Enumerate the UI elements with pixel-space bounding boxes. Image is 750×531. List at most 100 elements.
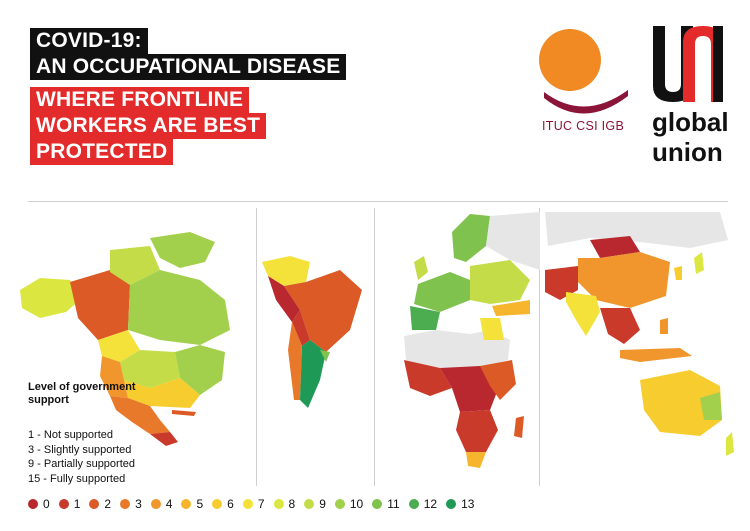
central-america xyxy=(150,432,178,446)
scale-dot-icon xyxy=(89,499,100,509)
canada-east xyxy=(128,270,230,345)
subtitle-line-2: WORKERS ARE BEST xyxy=(30,113,267,139)
scale-dot-icon xyxy=(28,499,38,509)
title-block: COVID-19: AN OCCUPATIONAL DISEASE WHERE … xyxy=(30,28,347,165)
cuba xyxy=(172,410,196,416)
panel-divider-3 xyxy=(539,208,540,486)
title-line-2: AN OCCUPATIONAL DISEASE xyxy=(30,54,347,80)
panel-divider-1 xyxy=(256,208,257,486)
usa-southwest xyxy=(100,356,128,398)
scale-dot-icon xyxy=(181,499,192,509)
scale-dot-icon xyxy=(58,499,69,509)
eastern-europe xyxy=(470,260,530,304)
peru xyxy=(268,276,300,322)
scale-item-9: 9 xyxy=(304,497,326,511)
alaska xyxy=(20,278,80,318)
scale-dot-icon xyxy=(446,499,457,509)
scale-item-12: 12 xyxy=(408,497,438,511)
iberia xyxy=(410,306,440,330)
scale-item-2: 2 xyxy=(89,497,111,511)
scale-item-11: 11 xyxy=(372,497,400,511)
greenland xyxy=(150,232,215,268)
southeast-asia xyxy=(600,308,640,344)
usa-northwest xyxy=(98,330,140,362)
scandinavia xyxy=(452,214,490,262)
mongolia xyxy=(590,236,640,258)
argentina xyxy=(300,340,326,408)
scale-label: 4 xyxy=(165,497,173,511)
legend-title: Level of government support xyxy=(28,381,136,406)
india xyxy=(566,292,600,336)
scale-dot-icon xyxy=(242,499,253,509)
scale-label: 11 xyxy=(387,497,400,511)
korea xyxy=(674,266,682,280)
legend-item: 9 - Partially supported xyxy=(28,458,135,470)
scale-dot-icon xyxy=(120,499,131,509)
scale-item-0: 0 xyxy=(28,497,50,511)
egypt xyxy=(480,318,504,340)
scale-label: 10 xyxy=(349,497,364,511)
canada-north xyxy=(110,246,160,285)
scale-dot-icon xyxy=(304,499,315,509)
scale-label: 5 xyxy=(196,497,204,511)
title-line-1: COVID-19: xyxy=(30,28,148,54)
subtitle-line-3: PROTECTED xyxy=(30,139,174,165)
west-africa xyxy=(404,360,452,396)
canada-west xyxy=(70,270,130,340)
ituc-sun-icon xyxy=(539,29,601,91)
scale-item-3: 3 xyxy=(120,497,142,511)
map-asia-oceania xyxy=(545,212,734,456)
japan xyxy=(694,252,704,274)
uni-word-2: union xyxy=(652,137,723,167)
panel-divider-2 xyxy=(374,208,375,486)
uruguay xyxy=(320,350,330,362)
indonesia xyxy=(620,348,692,362)
divider-line xyxy=(28,201,728,202)
scale-item-4: 4 xyxy=(150,497,173,511)
scale-label: 2 xyxy=(104,497,112,511)
bolivia xyxy=(292,310,310,346)
color-scale: 0 1 2 3 4 5 6 7 8 9 10 11 12 13 xyxy=(28,497,483,511)
russia-east xyxy=(545,212,728,248)
scale-item-6: 6 xyxy=(212,497,234,511)
new-zealand xyxy=(726,432,734,456)
scale-label: 13 xyxy=(461,497,475,511)
usa-south xyxy=(124,378,200,408)
scale-label: 3 xyxy=(135,497,142,511)
map-europe-africa xyxy=(404,212,540,468)
scale-item-10: 10 xyxy=(334,497,364,511)
scale-label: 0 xyxy=(43,497,50,511)
scale-label: 1 xyxy=(73,497,81,511)
map-north-america xyxy=(20,232,230,446)
colombia-venezuela xyxy=(262,256,310,286)
scale-item-13: 13 xyxy=(446,497,474,511)
south-africa xyxy=(466,452,486,468)
scale-label: 12 xyxy=(423,497,438,511)
scale-dot-icon xyxy=(334,499,345,509)
scale-item-1: 1 xyxy=(58,497,81,511)
scale-label: 9 xyxy=(319,497,326,511)
philippines xyxy=(660,318,668,334)
scale-item-7: 7 xyxy=(242,497,265,511)
subtitle-line-1: WHERE FRONTLINE xyxy=(30,87,250,113)
legend-item: 3 - Slightly supported xyxy=(28,443,132,456)
scale-dot-icon xyxy=(372,499,383,509)
map-south-america xyxy=(262,256,362,408)
turkey xyxy=(492,300,530,316)
north-africa xyxy=(404,330,510,370)
ituc-logo xyxy=(539,29,628,114)
australia-east xyxy=(700,392,722,420)
legend-item: 15 - Fully supported xyxy=(28,472,126,485)
usa-central xyxy=(120,350,180,388)
china xyxy=(578,252,670,308)
brazil xyxy=(284,270,362,352)
uni-word-1: global xyxy=(652,107,729,137)
russia-west xyxy=(486,212,540,270)
mexico xyxy=(110,396,170,434)
scale-dot-icon xyxy=(212,499,223,509)
chile xyxy=(288,322,302,400)
middle-east xyxy=(545,266,578,300)
scale-label: 7 xyxy=(257,497,265,511)
western-europe xyxy=(414,272,470,312)
